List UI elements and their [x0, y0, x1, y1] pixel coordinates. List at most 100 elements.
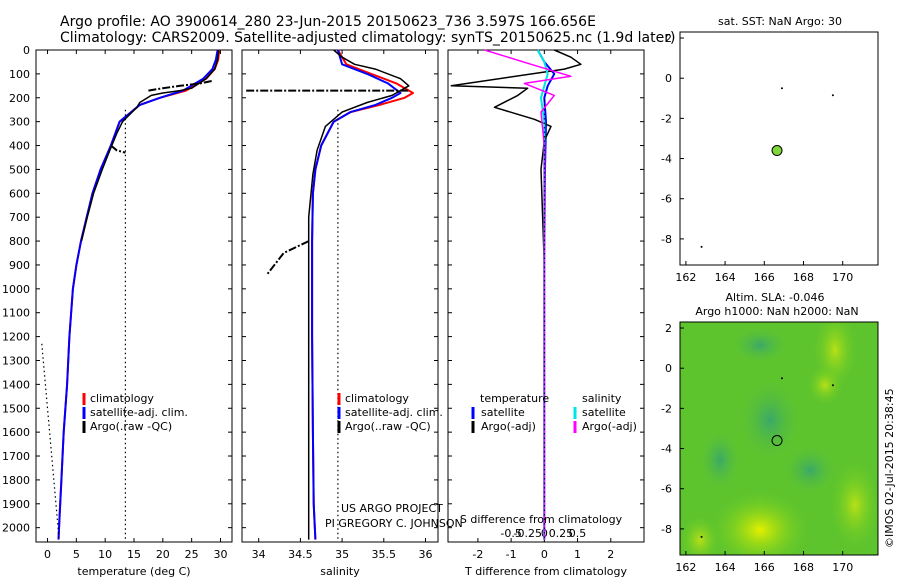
t-difference-axis-label: T difference from climatology — [464, 565, 627, 578]
x-tick-label: 35 — [335, 548, 349, 561]
legend-label-climatology: climatology — [90, 392, 154, 405]
depth-tick-label: 200 — [9, 92, 30, 105]
legend-label-argo: Argo(.raw -QC) — [90, 420, 172, 433]
depth-tick-label: 1800 — [2, 474, 30, 487]
difference-profile-series — [450, 49, 582, 540]
sla-heatmap — [680, 322, 878, 555]
depth-tick-label: 1400 — [2, 378, 30, 391]
map-y-tick-label: 2 — [665, 322, 672, 335]
neighbour-float-dot — [700, 535, 703, 538]
map-y-tick-label: 2 — [665, 32, 672, 45]
series-s-argo — [484, 49, 572, 540]
profile-location-marker — [771, 435, 783, 447]
s-diff-tick-label: -0.25 — [513, 527, 541, 540]
salinity-axis-label: salinity — [320, 565, 360, 578]
temperature-profile-series — [41, 49, 221, 540]
s-diff-tick-label: 0.25 — [549, 527, 574, 540]
depth-tick-label: 2000 — [2, 522, 30, 535]
legend-label-t-satellite: satellite — [481, 406, 525, 419]
depth-tick-label: 1000 — [2, 283, 30, 296]
map-x-tick-label: 166 — [754, 271, 775, 284]
depth-tick-label: 300 — [9, 116, 30, 129]
title-line-1: Argo profile: AO 3900614_280 23-Jun-2015… — [60, 14, 596, 30]
map-y-tick-label: -8 — [661, 233, 672, 246]
legend-heading-salinity: salinity — [582, 392, 622, 405]
map-y-tick-label: -2 — [661, 402, 672, 415]
series-satellite — [57, 49, 219, 540]
x-tick-label: 0 — [541, 548, 548, 561]
legend-heading-temperature: temperature — [480, 392, 549, 405]
project-credit: US ARGO PROJECT — [341, 502, 443, 515]
sst-map-frame — [679, 31, 879, 266]
series-climatology — [57, 49, 221, 540]
x-tick-label: 0 — [44, 548, 51, 561]
sst-map-title: sat. SST: NaN Argo: 30 — [718, 15, 842, 28]
map-x-tick-label: 166 — [754, 561, 775, 574]
x-tick-label: 36 — [418, 548, 432, 561]
depth-tick-label: 1900 — [2, 498, 30, 511]
series-argo-flagged-2 — [110, 144, 126, 154]
x-tick-label: 34.5 — [288, 548, 313, 561]
x-tick-label: 25 — [185, 548, 199, 561]
series-argo — [80, 49, 220, 242]
series-layer — [41, 49, 582, 542]
map-x-tick-label: 164 — [715, 561, 736, 574]
x-tick-label: 30 — [213, 548, 227, 561]
series-argo-flagged — [148, 80, 213, 92]
s-diff-tick-label: -0.5 — [500, 527, 521, 540]
depth-tick-label: 800 — [9, 235, 30, 248]
salinity-legend: climatology satellite-adj. clim. Argo(..… — [337, 392, 443, 433]
x-tick-label: 20 — [156, 548, 170, 561]
depth-tick-label: 0 — [23, 44, 30, 57]
axes-layer: 0100200300400500600700800900100011001200… — [2, 32, 853, 574]
imos-timestamp: ©IMOS 02-Jul-2015 20:38:45 — [883, 388, 896, 548]
map-markers-layer — [700, 87, 834, 538]
map-x-tick-label: 170 — [832, 561, 853, 574]
series-t-satellite — [536, 49, 556, 540]
neighbour-float-dot — [831, 94, 834, 97]
legend-label-satellite: satellite-adj. clim. — [90, 406, 188, 419]
x-tick-label: -1 — [506, 548, 517, 561]
legend-label-s-argo: Argo(-adj) — [582, 420, 637, 433]
neighbour-float-dot — [780, 377, 783, 380]
map-y-tick-label: -2 — [661, 112, 672, 125]
legend-label-satellite: satellite-adj. clim. — [345, 406, 443, 419]
depth-tick-label: 400 — [9, 140, 30, 153]
map-y-tick-label: 0 — [665, 72, 672, 85]
map-y-tick-label: -8 — [661, 523, 672, 536]
legend-label-climatology: climatology — [345, 392, 409, 405]
map-y-tick-label: -6 — [661, 483, 672, 496]
depth-tick-label: 1700 — [2, 450, 30, 463]
s-difference-axis-label: S difference from climatology — [460, 513, 623, 526]
x-tick-label: 34 — [252, 548, 266, 561]
x-tick-label: 35.5 — [372, 548, 397, 561]
s-diff-tick-label: 0.5 — [569, 527, 587, 540]
x-tick-label: 2 — [607, 548, 614, 561]
series-satellite — [311, 49, 402, 540]
salinity-profile-series — [246, 49, 414, 540]
neighbour-float-dot — [700, 245, 703, 248]
series-climatology — [311, 49, 414, 540]
sla-map-subtitle: Argo h1000: NaN h2000: NaN — [695, 305, 858, 318]
depth-tick-label: 500 — [9, 163, 30, 176]
depth-tick-label: 600 — [9, 187, 30, 200]
map-x-tick-label: 162 — [675, 561, 696, 574]
pi-credit: PI GREGORY C. JOHNSON — [325, 517, 463, 530]
neighbour-float-dot — [831, 384, 834, 387]
map-y-tick-label: -6 — [661, 193, 672, 206]
map-x-tick-label: 168 — [793, 271, 814, 284]
map-y-tick-label: -4 — [661, 443, 672, 456]
map-x-tick-label: 162 — [675, 271, 696, 284]
map-y-tick-label: 0 — [665, 362, 672, 375]
x-tick-label: 15 — [127, 548, 141, 561]
title-line-2: Climatology: CARS2009. Satellite-adjuste… — [60, 30, 675, 46]
map-x-tick-label: 168 — [793, 561, 814, 574]
temperature-legend: climatology satellite-adj. clim. Argo(.r… — [82, 392, 188, 433]
profile-location-marker — [771, 145, 783, 157]
sla-map-title: Altim. SLA: -0.046 — [725, 291, 824, 304]
difference-legend: temperature salinity satellite Argo(-adj… — [471, 392, 637, 433]
depth-tick-label: 1600 — [2, 426, 30, 439]
sla-map-frame — [679, 321, 879, 556]
temperature-axis-label: temperature (deg C) — [77, 565, 190, 578]
